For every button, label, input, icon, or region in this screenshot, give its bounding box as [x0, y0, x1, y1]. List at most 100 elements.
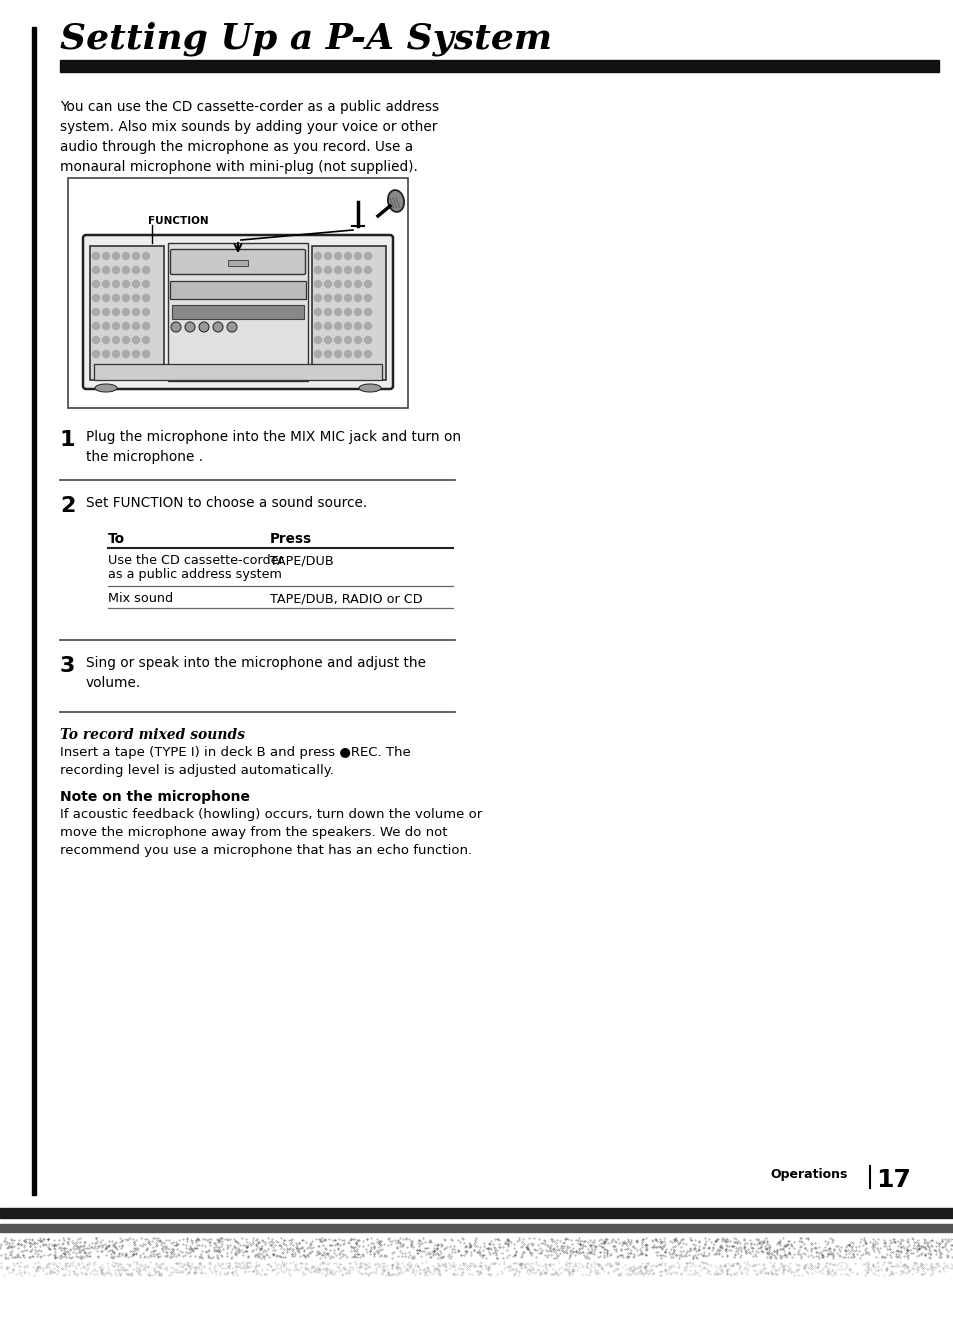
Text: Press: Press: [270, 532, 312, 546]
Circle shape: [102, 294, 110, 301]
Circle shape: [132, 252, 139, 260]
Circle shape: [324, 267, 331, 273]
Circle shape: [92, 267, 99, 273]
Circle shape: [132, 267, 139, 273]
Text: Note on the microphone: Note on the microphone: [60, 789, 250, 804]
Circle shape: [142, 309, 150, 315]
Circle shape: [122, 252, 130, 260]
Circle shape: [102, 337, 110, 343]
Circle shape: [92, 322, 99, 330]
Circle shape: [112, 252, 119, 260]
Circle shape: [344, 267, 351, 273]
Circle shape: [142, 337, 150, 343]
Circle shape: [102, 267, 110, 273]
Circle shape: [132, 294, 139, 301]
Bar: [170, 281, 306, 300]
Circle shape: [92, 351, 99, 358]
Text: 1: 1: [60, 430, 75, 450]
Circle shape: [92, 252, 99, 260]
Circle shape: [335, 252, 341, 260]
Circle shape: [314, 351, 321, 358]
Circle shape: [324, 322, 331, 330]
Circle shape: [344, 322, 351, 330]
Bar: [94, 364, 381, 380]
Text: You can use the CD cassette-corder as a public address
system. Also mix sounds b: You can use the CD cassette-corder as a …: [60, 100, 438, 174]
Circle shape: [122, 267, 130, 273]
Circle shape: [213, 322, 223, 333]
Circle shape: [364, 281, 371, 288]
Text: 3: 3: [60, 656, 75, 676]
Circle shape: [355, 267, 361, 273]
Text: Set FUNCTION to choose a sound source.: Set FUNCTION to choose a sound source.: [86, 496, 367, 510]
Circle shape: [364, 309, 371, 315]
Circle shape: [171, 322, 181, 333]
Circle shape: [112, 281, 119, 288]
Circle shape: [102, 252, 110, 260]
Circle shape: [364, 267, 371, 273]
Circle shape: [122, 281, 130, 288]
Circle shape: [335, 281, 341, 288]
Bar: [312, 246, 386, 380]
Text: 17: 17: [875, 1168, 910, 1192]
Circle shape: [132, 337, 139, 343]
Circle shape: [122, 294, 130, 301]
Text: To record mixed sounds: To record mixed sounds: [60, 729, 245, 742]
Text: TAPE/DUB: TAPE/DUB: [270, 554, 334, 568]
Text: FUNCTION: FUNCTION: [148, 216, 209, 226]
Circle shape: [335, 267, 341, 273]
Circle shape: [344, 252, 351, 260]
Circle shape: [344, 281, 351, 288]
Circle shape: [314, 309, 321, 315]
Circle shape: [324, 294, 331, 301]
Circle shape: [355, 281, 361, 288]
Text: If acoustic feedback (howling) occurs, turn down the volume or
move the micropho: If acoustic feedback (howling) occurs, t…: [60, 808, 482, 857]
Circle shape: [132, 309, 139, 315]
Circle shape: [92, 309, 99, 315]
Circle shape: [92, 337, 99, 343]
Text: To: To: [108, 532, 125, 546]
Circle shape: [355, 351, 361, 358]
Bar: [168, 243, 308, 381]
Bar: [172, 305, 304, 319]
Circle shape: [335, 309, 341, 315]
Circle shape: [364, 351, 371, 358]
Text: Mix sound: Mix sound: [108, 591, 172, 605]
Circle shape: [364, 322, 371, 330]
Ellipse shape: [388, 190, 404, 213]
Circle shape: [122, 337, 130, 343]
Circle shape: [112, 309, 119, 315]
Circle shape: [92, 294, 99, 301]
Circle shape: [335, 337, 341, 343]
Circle shape: [314, 267, 321, 273]
FancyBboxPatch shape: [171, 249, 305, 275]
Circle shape: [364, 294, 371, 301]
Text: Insert a tape (TYPE I) in deck B and press ●REC. The
recording level is adjusted: Insert a tape (TYPE I) in deck B and pre…: [60, 746, 411, 777]
Circle shape: [122, 309, 130, 315]
Circle shape: [344, 309, 351, 315]
Text: Operations: Operations: [769, 1168, 846, 1181]
Circle shape: [324, 309, 331, 315]
Circle shape: [142, 267, 150, 273]
Circle shape: [355, 337, 361, 343]
Circle shape: [355, 322, 361, 330]
Circle shape: [112, 351, 119, 358]
Text: as a public address system: as a public address system: [108, 568, 281, 581]
Circle shape: [185, 322, 194, 333]
Bar: [32, 26, 36, 1195]
Circle shape: [122, 322, 130, 330]
Bar: [228, 260, 248, 267]
Ellipse shape: [358, 384, 380, 392]
Circle shape: [132, 351, 139, 358]
Ellipse shape: [95, 384, 117, 392]
Circle shape: [227, 322, 236, 333]
Circle shape: [355, 309, 361, 315]
Circle shape: [344, 294, 351, 301]
Text: Sing or speak into the microphone and adjust the
volume.: Sing or speak into the microphone and ad…: [86, 656, 426, 690]
Circle shape: [324, 351, 331, 358]
Circle shape: [102, 351, 110, 358]
Circle shape: [314, 281, 321, 288]
Circle shape: [314, 294, 321, 301]
Bar: [90, 246, 164, 380]
Circle shape: [335, 351, 341, 358]
Text: TAPE/DUB, RADIO or CD: TAPE/DUB, RADIO or CD: [270, 591, 422, 605]
